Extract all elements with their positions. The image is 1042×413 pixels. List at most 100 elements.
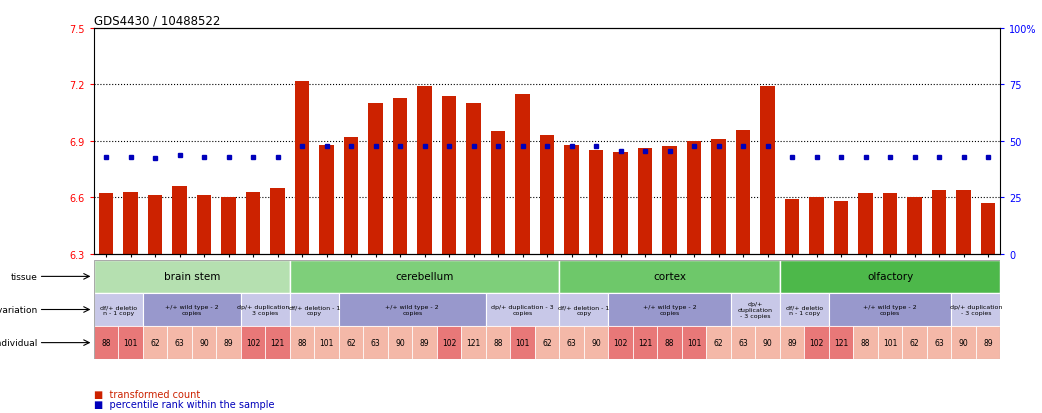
- FancyBboxPatch shape: [730, 293, 779, 326]
- Text: 62: 62: [714, 338, 723, 347]
- FancyBboxPatch shape: [94, 326, 119, 359]
- FancyBboxPatch shape: [632, 326, 658, 359]
- Text: 62: 62: [910, 338, 919, 347]
- Bar: [957, 190, 971, 254]
- Text: 90: 90: [199, 338, 208, 347]
- Text: 62: 62: [542, 338, 552, 347]
- Bar: [736, 130, 750, 254]
- Bar: [981, 203, 995, 254]
- Bar: [344, 138, 358, 254]
- Text: ■  percentile rank within the sample: ■ percentile rank within the sample: [94, 399, 274, 409]
- Text: +/+ wild type - 2
copies: +/+ wild type - 2 copies: [863, 304, 917, 315]
- Text: 62: 62: [150, 338, 159, 347]
- FancyBboxPatch shape: [706, 326, 730, 359]
- Text: cortex: cortex: [653, 272, 686, 282]
- FancyBboxPatch shape: [217, 326, 241, 359]
- Text: dp/+
duplication
- 3 copies: dp/+ duplication - 3 copies: [738, 301, 773, 318]
- Bar: [785, 199, 799, 254]
- Text: cerebellum: cerebellum: [395, 272, 453, 282]
- FancyBboxPatch shape: [511, 326, 535, 359]
- Text: 89: 89: [788, 338, 797, 347]
- Bar: [883, 194, 897, 254]
- FancyBboxPatch shape: [168, 326, 192, 359]
- Bar: [540, 136, 554, 254]
- Text: individual: individual: [0, 338, 38, 347]
- Text: 90: 90: [591, 338, 601, 347]
- Text: df/+ deletion - 1
copy: df/+ deletion - 1 copy: [559, 304, 610, 315]
- FancyBboxPatch shape: [755, 326, 779, 359]
- Bar: [466, 104, 481, 254]
- Bar: [638, 149, 652, 254]
- FancyBboxPatch shape: [804, 326, 828, 359]
- Text: 63: 63: [738, 338, 748, 347]
- Bar: [393, 98, 407, 254]
- FancyBboxPatch shape: [560, 260, 779, 293]
- Text: +/+ wild type - 2
copies: +/+ wild type - 2 copies: [643, 304, 696, 315]
- Bar: [246, 192, 260, 254]
- Bar: [932, 190, 946, 254]
- Bar: [687, 141, 701, 254]
- Text: 121: 121: [467, 338, 480, 347]
- FancyBboxPatch shape: [853, 326, 877, 359]
- Bar: [564, 145, 579, 254]
- FancyBboxPatch shape: [339, 293, 486, 326]
- Bar: [515, 95, 530, 254]
- Text: 88: 88: [493, 338, 503, 347]
- Bar: [295, 81, 309, 254]
- FancyBboxPatch shape: [828, 293, 951, 326]
- FancyBboxPatch shape: [437, 326, 462, 359]
- FancyBboxPatch shape: [143, 293, 241, 326]
- Bar: [663, 147, 677, 254]
- Bar: [589, 151, 603, 254]
- FancyBboxPatch shape: [266, 326, 290, 359]
- FancyBboxPatch shape: [681, 326, 706, 359]
- FancyBboxPatch shape: [828, 326, 853, 359]
- Text: brain stem: brain stem: [164, 272, 220, 282]
- Text: df/+ deletion - 1
copy: df/+ deletion - 1 copy: [289, 304, 340, 315]
- Text: 101: 101: [516, 338, 529, 347]
- Text: 89: 89: [984, 338, 993, 347]
- FancyBboxPatch shape: [609, 326, 632, 359]
- Text: 102: 102: [246, 338, 260, 347]
- Text: 121: 121: [834, 338, 848, 347]
- Text: 88: 88: [101, 338, 110, 347]
- FancyBboxPatch shape: [926, 326, 951, 359]
- Text: 63: 63: [567, 338, 576, 347]
- Bar: [712, 140, 726, 254]
- FancyBboxPatch shape: [290, 326, 315, 359]
- Bar: [491, 132, 505, 254]
- FancyBboxPatch shape: [560, 293, 609, 326]
- Bar: [270, 188, 284, 254]
- Text: 63: 63: [175, 338, 184, 347]
- Text: GDS4430 / 10488522: GDS4430 / 10488522: [94, 15, 220, 28]
- Text: 88: 88: [861, 338, 870, 347]
- Bar: [442, 96, 456, 254]
- FancyBboxPatch shape: [241, 293, 290, 326]
- Bar: [761, 87, 775, 254]
- FancyBboxPatch shape: [119, 326, 143, 359]
- FancyBboxPatch shape: [975, 326, 1000, 359]
- Text: 89: 89: [420, 338, 429, 347]
- Text: 101: 101: [123, 338, 138, 347]
- FancyBboxPatch shape: [290, 293, 339, 326]
- FancyBboxPatch shape: [902, 326, 926, 359]
- Text: 90: 90: [959, 338, 968, 347]
- Text: dp/+ duplication -
3 copies: dp/+ duplication - 3 copies: [237, 304, 294, 315]
- Text: +/+ wild type - 2
copies: +/+ wild type - 2 copies: [165, 304, 219, 315]
- FancyBboxPatch shape: [192, 326, 217, 359]
- Text: df/+ deletio
n - 1 copy: df/+ deletio n - 1 copy: [786, 304, 823, 315]
- Bar: [172, 186, 187, 254]
- Text: 101: 101: [883, 338, 897, 347]
- Bar: [148, 196, 163, 254]
- Text: 90: 90: [763, 338, 772, 347]
- Text: +/+ wild type - 2
copies: +/+ wild type - 2 copies: [386, 304, 439, 315]
- Text: 89: 89: [224, 338, 233, 347]
- Bar: [613, 153, 628, 254]
- FancyBboxPatch shape: [315, 326, 339, 359]
- FancyBboxPatch shape: [535, 326, 560, 359]
- Bar: [99, 194, 114, 254]
- Bar: [859, 194, 873, 254]
- FancyBboxPatch shape: [462, 326, 486, 359]
- FancyBboxPatch shape: [779, 326, 804, 359]
- FancyBboxPatch shape: [364, 326, 388, 359]
